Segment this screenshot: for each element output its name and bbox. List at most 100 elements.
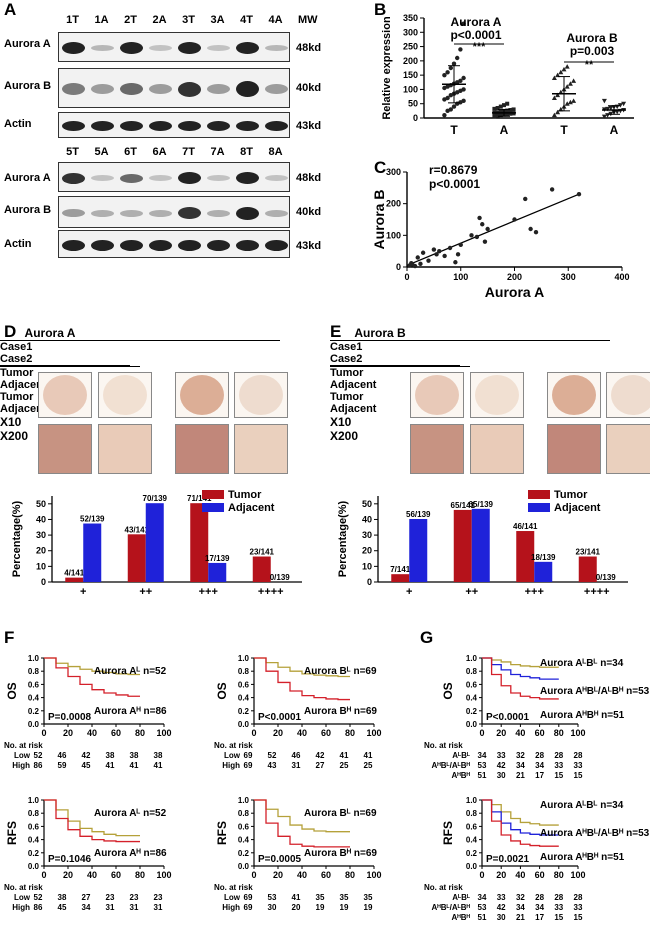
lane-label: 2A [152,14,167,26]
p-value: P=0.0021 [486,854,530,865]
x-tick-label: 20 [273,728,283,738]
risk-value: 17 [535,913,544,922]
survival-curve [254,657,350,678]
risk-value: 19 [364,903,373,912]
risk-value: 33 [574,903,583,912]
data-point [508,111,513,116]
ihc-tissue-x10 [470,372,524,418]
data-point [474,234,480,240]
y-tick-label: 40 [36,514,46,524]
y-tick-label: 1.0 [238,654,250,663]
survival-curve [482,799,559,836]
chart-b-relative-expression: 0 50 100 150 200 250 300 350 Relative expression… [381,13,634,137]
data-point [601,114,607,120]
risk-value: 52 [268,751,277,760]
y-tick-label: 20 [362,546,372,556]
curve-label: Aurora AᴴBᴸ/AᴸBᴴ n=53 [540,828,650,839]
risk-title: No. at risk [424,741,463,750]
blot-band [207,175,230,181]
x-tick-label: 60 [321,870,331,880]
x-tick-label: 100 [156,870,171,880]
ihc-row-label: X10 [0,415,22,429]
data-point [431,247,437,252]
y-tick-label: 200 [386,199,401,209]
y-tick-label: 0.2 [238,707,250,716]
data-point [549,187,555,192]
risk-value: 34 [516,761,525,770]
ihc-case-divider [0,366,140,367]
x-tick-label: ++ [465,586,478,598]
ihc-column-label: Adjacent [0,379,47,391]
risk-row-label: AᴸBᴸ [452,893,470,902]
y-tick-label: 100 [386,230,401,240]
ihc-column-label: Adjacent [330,403,377,415]
data-point [567,81,573,86]
data-point [495,113,500,118]
data-point [492,114,497,119]
bar-label: 52/139 [80,515,105,524]
bar [127,534,146,582]
risk-value: 25 [340,761,349,770]
risk-title: No. at risk [424,883,463,892]
panel-label-g: G [420,628,434,647]
data-point [445,70,450,75]
x-tick-label: 80 [554,728,564,738]
risk-value: 41 [364,751,373,760]
blot-strip [58,68,290,108]
chart-e-percentage: 0 10 20 30 40 50 Percentage(%) +7/141 56/139 ++ 65… [337,489,628,598]
risk-value: 41 [340,751,349,760]
ihc-row-label: X200 [330,429,359,443]
data-point [451,104,457,109]
blot-band [91,239,114,251]
blot-band [265,121,288,131]
ihc-column-label: Tumor [0,391,34,403]
annotation-p: p=0.003 [570,44,615,58]
risk-title: No. at risk [214,741,253,750]
x-tick-label: 100 [366,728,381,738]
data-point [437,248,442,254]
bar [65,577,84,582]
y-tick-label: 10 [36,561,46,571]
x-tick-label: 80 [345,728,355,738]
survival-curve [44,657,140,697]
ihc-column-label: Tumor [330,367,364,379]
x-tick-label: 80 [554,870,564,880]
bar-label: 56/139 [406,510,431,519]
risk-title: No. at risk [4,883,43,892]
data-point [461,87,466,92]
y-tick-label: 0.2 [466,707,478,716]
y-tick-label: 0.4 [238,836,250,845]
r-value: r=0.8679 [429,163,478,177]
risk-value: 17 [535,771,544,780]
blot-band [178,81,201,97]
risk-value: 42 [497,903,506,912]
ihc-case-divider [0,365,130,366]
y-axis-label: OS [441,682,455,699]
data-point [608,106,614,111]
bar [145,503,164,582]
y-tick-label: 1.0 [238,796,250,805]
data-point [523,196,528,202]
y-tick-label: 0.6 [238,680,250,689]
x-tick-label: 20 [63,728,73,738]
y-axis-label: OS [215,682,229,699]
lane-label: 6T [124,146,137,158]
panel-label-f: F [4,628,15,647]
blot-band [149,45,172,51]
risk-value: 35 [364,893,373,902]
risk-value: 45 [82,761,91,770]
y-tick-label: 0.0 [466,720,478,729]
blot-band [62,121,85,131]
y-tick-label: 0.6 [28,680,40,689]
data-point [498,113,503,118]
risk-value: 30 [497,913,506,922]
risk-value: 34 [535,903,544,912]
risk-value: 45 [58,903,67,912]
y-axis-label: Percentage(%) [337,500,349,577]
data-point [415,255,420,260]
kd-label: 43kd [296,240,322,252]
ihc-tissue-x200 [410,424,464,474]
risk-value: 31 [154,903,163,912]
risk-value: 53 [478,903,487,912]
blot-row-label: Actin [4,118,32,130]
